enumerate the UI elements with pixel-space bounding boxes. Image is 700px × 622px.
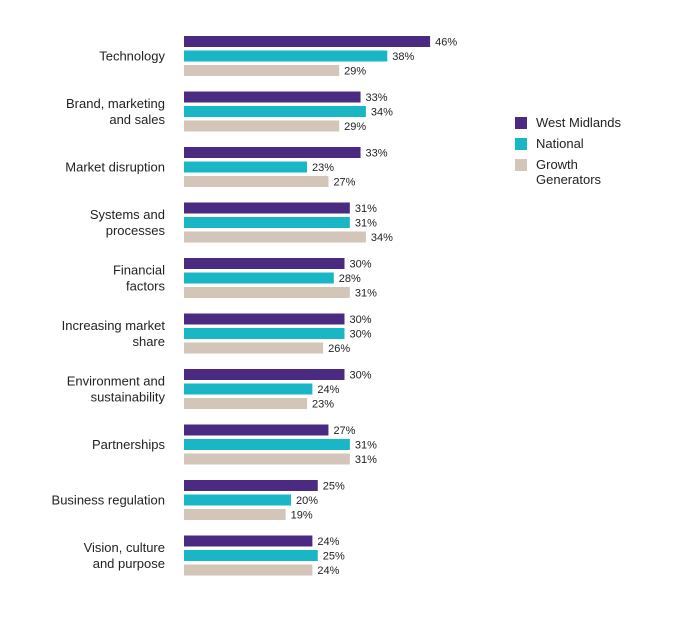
value-label-national: 31% [355,440,377,452]
bar-growth-generators [184,509,286,520]
legend-label-west-midlands: West Midlands [536,115,622,130]
legend-item-national: National [515,136,646,151]
category-group-systems-and-processes: Systems and processes 31% 31% 34% [90,202,393,244]
bar-national [184,439,350,450]
bar-growth-generators [184,65,340,76]
value-label-west-midlands: 46% [435,37,457,49]
value-label-west-midlands: 33% [366,92,388,104]
value-label-growth-generators: 26% [328,343,350,355]
category-group-brand-marketing-and-sales: Brand, marketing and sales 33% 34% 29% [66,91,393,133]
category-label: Environment and sustainability [67,374,166,405]
category-label: Systems and processes [90,207,166,238]
value-label-west-midlands: 30% [350,370,372,382]
value-label-west-midlands: 30% [350,259,372,271]
bar-national [184,494,291,506]
bar-west-midlands [184,202,350,214]
bar-national [184,106,366,117]
value-label-growth-generators: 24% [317,565,339,577]
category-group-vision-culture-and-purpose: Vision, culture and purpose 24% 25% 24% [84,535,345,577]
legend-swatch-west-midlands [515,117,527,129]
category-label: Vision, culture and purpose [84,540,165,571]
value-label-national: 20% [296,495,318,507]
value-label-national: 31% [355,218,377,230]
category-group-environment-and-sustainability: Environment and sustainability 30% 24% 23% [67,369,372,411]
category-label: Increasing market share [62,318,166,349]
value-label-growth-generators: 23% [312,399,334,411]
bar-growth-generators [184,176,329,187]
value-label-west-midlands: 27% [333,425,355,437]
bar-growth-generators [184,287,350,298]
bar-national [184,550,318,561]
bar-west-midlands [184,424,329,436]
category-label: Partnerships [92,437,165,452]
legend-swatch-national [515,138,527,150]
bar-growth-generators [184,453,350,465]
bar-growth-generators [184,564,313,576]
category-group-business-regulation: Business regulation 25% 20% 19% [52,480,345,522]
value-label-growth-generators: 19% [291,510,313,522]
value-label-growth-generators: 31% [355,288,377,300]
bar-west-midlands [184,147,361,158]
legend-item-growth-generators: Growth Generators [515,157,646,187]
bar-national [184,272,334,284]
value-label-national: 28% [339,273,361,285]
legend-item-west-midlands: West Midlands [515,115,646,130]
value-label-west-midlands: 25% [323,481,345,493]
category-label: Brand, marketing and sales [66,96,165,127]
value-label-growth-generators: 27% [333,177,355,189]
bar-west-midlands [184,480,318,491]
value-label-west-midlands: 31% [355,203,377,215]
legend: West Midlands National Growth Generators [515,115,646,193]
category-group-financial-factors: Financial factors 30% 28% 31% [113,258,377,300]
legend-label-growth-generators: Growth Generators [536,157,602,187]
value-label-national: 30% [350,329,372,341]
bar-growth-generators [184,342,324,354]
bar-national [184,328,345,339]
category-group-market-disruption: Market disruption 33% 23% 27% [65,147,388,189]
value-label-national: 34% [371,107,393,119]
value-label-national: 38% [392,51,414,63]
bar-growth-generators [184,120,340,132]
bar-west-midlands [184,36,431,47]
bar-national [184,217,350,228]
bar-west-midlands [184,535,313,547]
category-label: Financial factors [113,263,166,294]
value-label-national: 25% [323,551,345,563]
category-label: Market disruption [65,160,165,175]
bar-west-midlands [184,313,345,325]
bar-west-midlands [184,369,345,380]
bar-national [184,50,388,62]
category-label: Technology [99,49,165,64]
value-label-national: 24% [317,384,339,396]
value-label-west-midlands: 24% [317,536,339,548]
bar-national [184,383,313,395]
bar-growth-generators [184,398,308,409]
value-label-west-midlands: 33% [366,148,388,160]
bar-west-midlands [184,258,345,269]
value-label-growth-generators: 31% [355,454,377,466]
value-label-west-midlands: 30% [350,314,372,326]
value-label-growth-generators: 29% [344,66,366,78]
value-label-national: 23% [312,162,334,174]
value-label-growth-generators: 34% [371,232,393,244]
legend-swatch-growth-generators [515,159,527,171]
value-label-growth-generators: 29% [344,121,366,133]
bar-west-midlands [184,91,361,103]
category-label: Business regulation [52,493,165,508]
bar-national [184,161,308,173]
bar-growth-generators [184,231,366,243]
category-group-technology: Technology 46% 38% 29% [99,36,457,78]
legend-label-national: National [536,136,584,151]
